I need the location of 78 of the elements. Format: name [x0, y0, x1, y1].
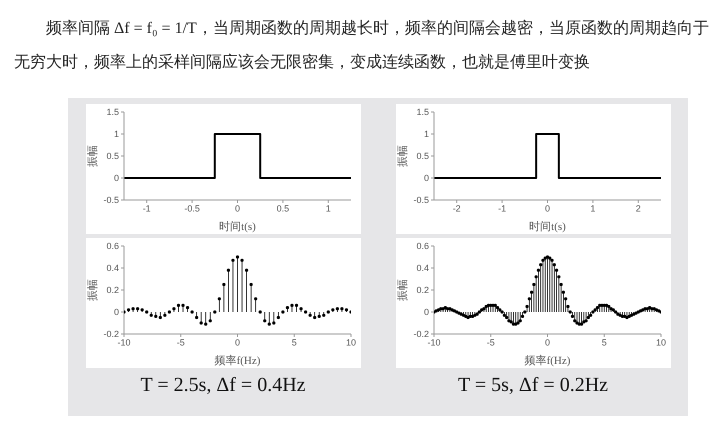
point: [317, 314, 320, 318]
point: [226, 268, 230, 272]
y-axis-title: 振幅: [396, 279, 408, 301]
x-tick-label: -1: [498, 203, 506, 214]
x-axis-title: 频率f(Hz): [524, 354, 570, 367]
point: [290, 304, 294, 307]
point: [240, 258, 244, 262]
y-tick-label: 0.4: [106, 263, 118, 274]
y-tick-label: 0: [423, 173, 428, 184]
x-tick-label: -10: [426, 337, 440, 348]
point: [249, 282, 252, 286]
text: T = 2.5s, Δf = 0.4Hz: [139, 374, 307, 397]
point: [176, 304, 180, 307]
point: [154, 314, 157, 318]
x-tick-label: 0.5: [276, 203, 289, 214]
point: [294, 304, 298, 307]
point: [204, 322, 207, 326]
point: [262, 319, 266, 322]
point: [222, 282, 225, 286]
point: [254, 297, 257, 300]
y-tick-label: -0.5: [412, 195, 428, 206]
point: [276, 316, 280, 320]
point: [230, 258, 234, 262]
x-tick-label: -1: [142, 203, 150, 214]
text: 频率间隔 Δf = f₀ = 1/T，当周期函数的周期越长时，频率的间隔会越密，当原函数的周期趋向于无穷大时，频率上的采样间隔应该会无限密集，变成连续函数，也就是傅里叶变换: [13, 18, 710, 73]
x-tick-label: 0: [234, 203, 240, 214]
y-tick-label: 1.5: [106, 107, 118, 118]
point: [158, 316, 162, 320]
x-tick-label: 0: [544, 203, 550, 214]
x-tick-label: 0: [234, 337, 240, 348]
y-tick-label: 0.2: [416, 285, 428, 296]
y-tick-label: 0: [423, 307, 428, 318]
y-tick-label: 0.5: [106, 151, 118, 162]
x-tick-label: 10: [345, 337, 356, 348]
text: T = 5s, Δf = 0.2Hz: [456, 374, 610, 397]
point: [217, 297, 220, 300]
point: [208, 319, 212, 322]
x-tick-label: 5: [601, 337, 606, 348]
x-tick-label: -2: [452, 203, 460, 214]
y-tick-label: 1: [423, 129, 428, 140]
x-tick-label: -0.5: [184, 203, 200, 214]
x-tick-label: 5: [291, 337, 296, 348]
y-tick-label: 0: [113, 307, 118, 318]
x-tick-label: 1: [590, 203, 595, 214]
x-tick-label: 10: [655, 337, 666, 348]
x-tick-label: -10: [116, 337, 130, 348]
point: [180, 304, 184, 307]
y-tick-label: -0.2: [412, 329, 428, 340]
y-tick-label: 1: [113, 129, 118, 140]
y-tick-label: -0.2: [102, 329, 118, 340]
point: [312, 316, 316, 320]
x-axis-title: 时间t(s): [218, 220, 256, 233]
point: [194, 316, 198, 320]
point: [267, 322, 270, 326]
y-axis-title: 振幅: [86, 279, 98, 301]
point: [285, 306, 289, 310]
x-axis-title: 时间t(s): [528, 220, 566, 233]
y-tick-label: -0.5: [102, 195, 118, 206]
y-tick-label: 1.5: [416, 107, 428, 118]
x-tick-label: -5: [176, 337, 184, 348]
y-tick-label: 0.6: [416, 241, 428, 252]
y-tick-label: 0: [113, 173, 118, 184]
point: [199, 321, 202, 325]
y-axis-title: 振幅: [396, 145, 408, 167]
point: [244, 268, 248, 272]
y-tick-label: 0.2: [106, 285, 118, 296]
point: [272, 321, 275, 325]
point: [235, 255, 239, 259]
x-axis-title: 频率f(Hz): [214, 354, 260, 367]
x-tick-label: -5: [486, 337, 494, 348]
y-tick-label: 0.5: [416, 151, 428, 162]
y-axis-title: 振幅: [86, 145, 98, 167]
x-tick-label: 0: [544, 337, 550, 348]
y-tick-label: 0.4: [416, 263, 428, 274]
point: [185, 306, 189, 310]
y-tick-label: 0.6: [106, 241, 118, 252]
x-tick-label: 2: [635, 203, 640, 214]
x-tick-label: 1: [325, 203, 330, 214]
